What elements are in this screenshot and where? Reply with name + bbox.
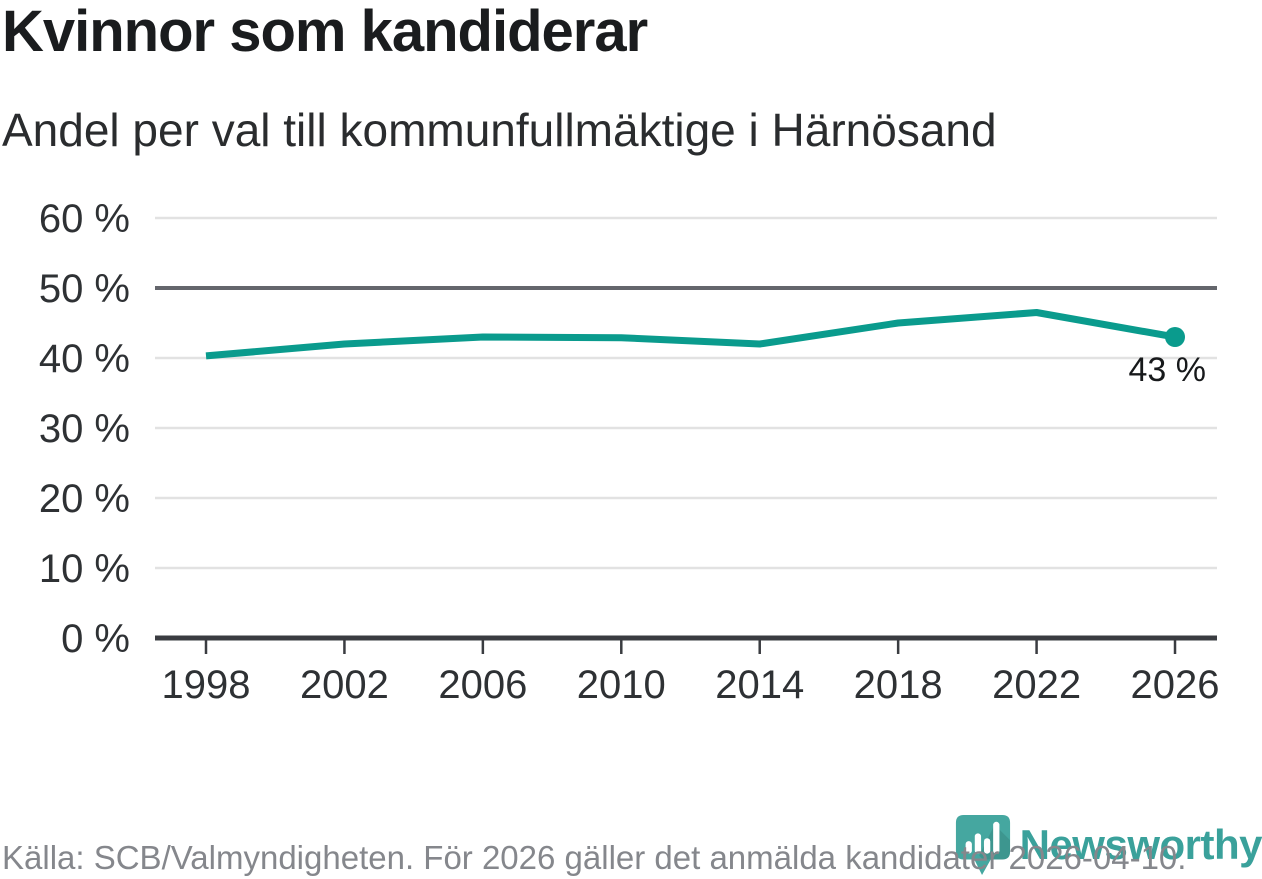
svg-text:1998: 1998 — [162, 663, 251, 707]
svg-text:2018: 2018 — [854, 663, 943, 707]
svg-text:10 %: 10 % — [39, 547, 130, 591]
svg-text:30 %: 30 % — [39, 407, 130, 451]
svg-text:2002: 2002 — [300, 663, 389, 707]
svg-text:2014: 2014 — [715, 663, 804, 707]
newsworthy-bar-chart-pin-icon — [955, 815, 1010, 875]
svg-text:0 %: 0 % — [61, 617, 130, 661]
svg-text:20 %: 20 % — [39, 477, 130, 521]
newsworthy-wordmark: Newsworthy — [1019, 821, 1262, 868]
chart-title: Kvinnor som kandiderar — [2, 0, 648, 64]
svg-text:2026: 2026 — [1131, 663, 1220, 707]
svg-text:50 %: 50 % — [39, 267, 130, 311]
y-axis: 0 % 10 % 20 % 30 % 40 % 50 % 60 % — [39, 197, 1217, 661]
svg-text:2010: 2010 — [577, 663, 666, 707]
svg-text:2006: 2006 — [438, 663, 527, 707]
end-point-label: 43 % — [1129, 351, 1207, 389]
end-point-dot — [1165, 327, 1186, 347]
newsworthy-logo: Newsworthy — [954, 812, 1262, 878]
x-axis: 1998 2002 2006 2010 2014 2018 2022 2026 — [155, 635, 1220, 707]
svg-text:40 %: 40 % — [39, 337, 130, 381]
source-note: Källa: SCB/Valmyndigheten. För 2026 gäll… — [2, 839, 1187, 876]
chart-subtitle: Andel per val till kommunfullmäktige i H… — [2, 104, 997, 156]
series-line: 43 % — [205, 309, 1207, 389]
svg-text:60 %: 60 % — [39, 197, 130, 241]
svg-text:2022: 2022 — [992, 663, 1081, 707]
